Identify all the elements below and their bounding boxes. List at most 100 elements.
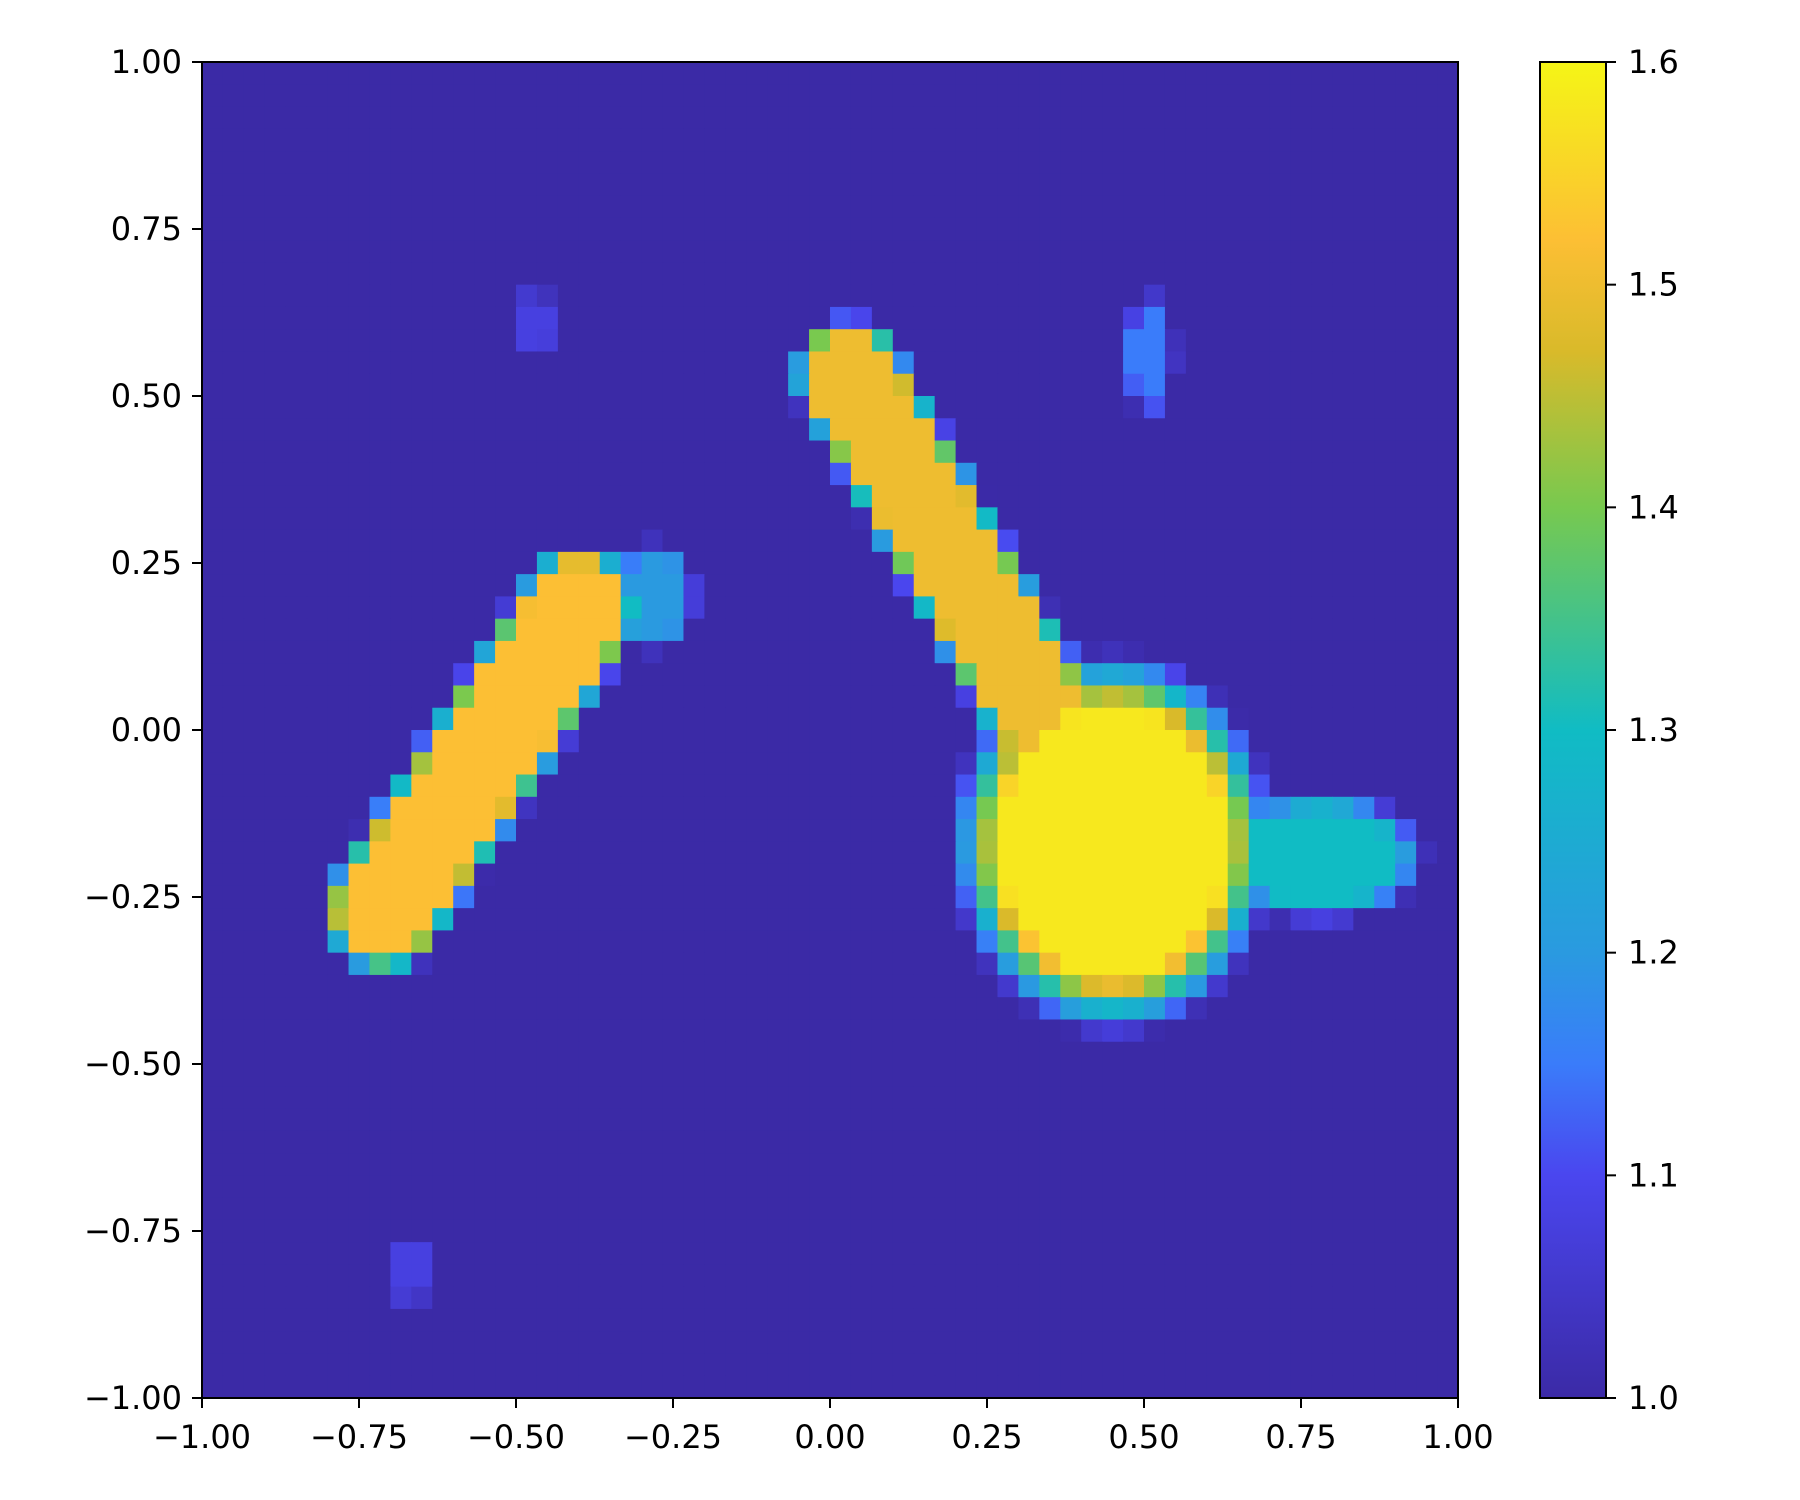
heatmap-cell: [1018, 1242, 1040, 1265]
heatmap-cell: [997, 819, 1019, 842]
heatmap-cell: [1185, 128, 1208, 152]
heatmap-cell: [1185, 106, 1208, 130]
heatmap-cell: [830, 640, 852, 664]
heatmap-cell: [390, 1019, 412, 1043]
heatmap-cell: [997, 1086, 1019, 1110]
heatmap-cell: [1144, 84, 1166, 108]
heatmap-cell: [641, 685, 664, 709]
heatmap-cell: [871, 462, 894, 486]
heatmap-cell: [474, 396, 496, 419]
heatmap-cell: [1311, 885, 1333, 909]
heatmap-cell: [1290, 128, 1313, 152]
heatmap-cell: [1227, 1108, 1250, 1132]
heatmap-cell: [202, 195, 224, 219]
heatmap-cell: [202, 373, 224, 397]
heatmap-cell: [264, 1153, 287, 1176]
heatmap-cell: [1269, 908, 1292, 931]
heatmap-cell: [746, 440, 768, 464]
heatmap-cell: [704, 329, 726, 353]
heatmap-cell: [285, 151, 308, 174]
heatmap-cell: [704, 819, 726, 842]
heatmap-cell: [809, 485, 831, 508]
heatmap-cell: [620, 574, 643, 597]
heatmap-cell: [662, 974, 685, 998]
heatmap-cell: [955, 240, 978, 263]
heatmap-cell: [536, 640, 559, 664]
heatmap-cell: [599, 640, 622, 664]
heatmap-cell: [536, 908, 559, 931]
heatmap-cell: [495, 774, 517, 798]
heatmap-cell: [1374, 507, 1396, 531]
heatmap-cell: [809, 1064, 831, 1087]
heatmap-cell: [1206, 84, 1229, 108]
heatmap-cell: [1395, 663, 1417, 687]
heatmap-cell: [1395, 418, 1417, 442]
heatmap-cell: [474, 930, 496, 954]
heatmap-cell: [830, 1242, 852, 1265]
heatmap-cell: [850, 685, 873, 709]
heatmap-cell: [222, 1108, 245, 1132]
heatmap-cell: [1206, 529, 1229, 553]
heatmap-cell: [1144, 418, 1166, 442]
heatmap-cell: [516, 173, 538, 197]
heatmap-cell: [1248, 396, 1271, 419]
heatmap-cell: [1290, 596, 1313, 620]
heatmap-cell: [578, 262, 601, 286]
heatmap-cell: [474, 685, 496, 709]
heatmap-cell: [1290, 640, 1313, 664]
heatmap-cell: [599, 1086, 622, 1110]
heatmap-cell: [1123, 507, 1145, 531]
heatmap-cell: [599, 373, 622, 397]
heatmap-cell: [327, 1219, 350, 1243]
heatmap-cell: [557, 373, 580, 397]
heatmap-cell: [202, 240, 224, 263]
heatmap-cell: [662, 774, 685, 798]
heatmap-cell: [1039, 1331, 1061, 1355]
heatmap-cell: [1102, 551, 1124, 575]
heatmap-cell: [1060, 551, 1082, 575]
heatmap-cell: [1185, 284, 1208, 308]
heatmap-cell: [390, 507, 412, 531]
heatmap-cell: [453, 1308, 475, 1332]
heatmap-cell: [767, 885, 789, 909]
heatmap-cell: [788, 1041, 810, 1065]
heatmap-cell: [285, 640, 308, 664]
heatmap-cell: [1416, 930, 1438, 954]
heatmap-cell: [1332, 106, 1354, 130]
heatmap-cell: [1081, 908, 1103, 931]
heatmap-cell: [913, 329, 936, 353]
heatmap-cell: [1206, 1153, 1229, 1176]
heatmap-cell: [1144, 195, 1166, 219]
heatmap-cell: [976, 1219, 999, 1243]
heatmap-cell: [1164, 306, 1187, 330]
heatmap-cell: [1395, 351, 1417, 375]
heatmap-cell: [871, 752, 894, 776]
heatmap-cell: [976, 685, 999, 709]
heatmap-cell: [222, 128, 245, 152]
heatmap-cell: [1353, 462, 1375, 486]
heatmap-cell: [725, 752, 747, 776]
heatmap-cell: [746, 640, 768, 664]
y-tick-label: 1.00: [111, 43, 182, 81]
heatmap-cell: [1123, 1153, 1145, 1176]
heatmap-cell: [1164, 551, 1187, 575]
heatmap-cell: [871, 507, 894, 531]
heatmap-cell: [1123, 62, 1145, 85]
heatmap-cell: [1269, 663, 1292, 687]
heatmap-cell: [1081, 551, 1103, 575]
heatmap-cell: [955, 306, 978, 330]
heatmap-cell: [411, 640, 433, 664]
heatmap-cell: [997, 1175, 1019, 1199]
heatmap-cell: [809, 440, 831, 464]
heatmap-cell: [725, 930, 747, 954]
heatmap-cell: [662, 574, 685, 597]
heatmap-cell: [348, 885, 371, 909]
heatmap-cell: [1227, 1286, 1250, 1310]
heatmap-cell: [1311, 841, 1333, 865]
heatmap-cell: [662, 62, 685, 85]
heatmap-cell: [704, 240, 726, 263]
heatmap-cell: [1060, 997, 1082, 1021]
heatmap-cell: [725, 1153, 747, 1176]
heatmap-cell: [1290, 1197, 1313, 1221]
heatmap-cell: [767, 373, 789, 397]
